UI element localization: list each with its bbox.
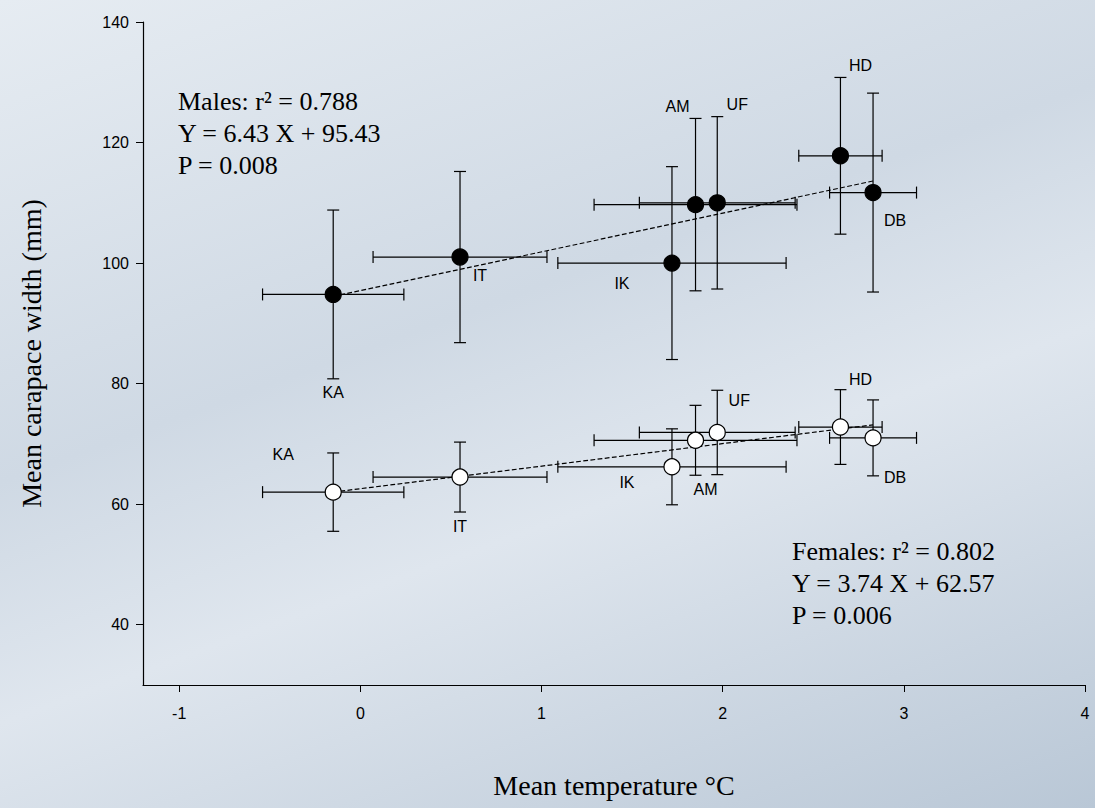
svg-text:120: 120	[102, 134, 129, 151]
svg-text:HD: HD	[849, 57, 872, 74]
svg-text:-1: -1	[172, 705, 186, 722]
svg-text:Mean temperature °C: Mean temperature °C	[493, 770, 734, 801]
svg-text:KA: KA	[273, 446, 295, 463]
svg-text:Y = 6.43 X + 95.43: Y = 6.43 X + 95.43	[178, 119, 380, 148]
svg-text:100: 100	[102, 255, 129, 272]
svg-text:P = 0.006: P = 0.006	[792, 601, 892, 630]
svg-text:3: 3	[899, 705, 908, 722]
svg-text:IK: IK	[619, 474, 634, 491]
svg-text:1: 1	[537, 705, 546, 722]
svg-text:P = 0.008: P = 0.008	[178, 151, 278, 180]
svg-text:60: 60	[111, 496, 129, 513]
svg-text:40: 40	[111, 616, 129, 633]
svg-text:0: 0	[356, 705, 365, 722]
svg-text:HD: HD	[849, 371, 872, 388]
svg-text:Y = 3.74 X + 62.57: Y = 3.74 X + 62.57	[792, 569, 994, 598]
svg-text:2: 2	[718, 705, 727, 722]
svg-text:Females: r² = 0.802: Females: r² = 0.802	[792, 537, 995, 566]
svg-text:UF: UF	[729, 392, 751, 409]
svg-text:Males: r² = 0.788: Males: r² = 0.788	[178, 87, 358, 116]
svg-text:IT: IT	[473, 267, 487, 284]
svg-text:DB: DB	[884, 469, 906, 486]
svg-text:DB: DB	[884, 212, 906, 229]
svg-text:KA: KA	[323, 384, 345, 401]
svg-text:AM: AM	[666, 98, 690, 115]
svg-text:Mean carapace width (mm): Mean carapace width (mm)	[16, 199, 47, 508]
svg-text:AM: AM	[694, 481, 718, 498]
svg-text:80: 80	[111, 375, 129, 392]
svg-text:UF: UF	[727, 96, 749, 113]
svg-text:IK: IK	[614, 275, 629, 292]
svg-text:IT: IT	[453, 518, 467, 535]
svg-text:140: 140	[102, 14, 129, 31]
svg-text:4: 4	[1081, 705, 1090, 722]
